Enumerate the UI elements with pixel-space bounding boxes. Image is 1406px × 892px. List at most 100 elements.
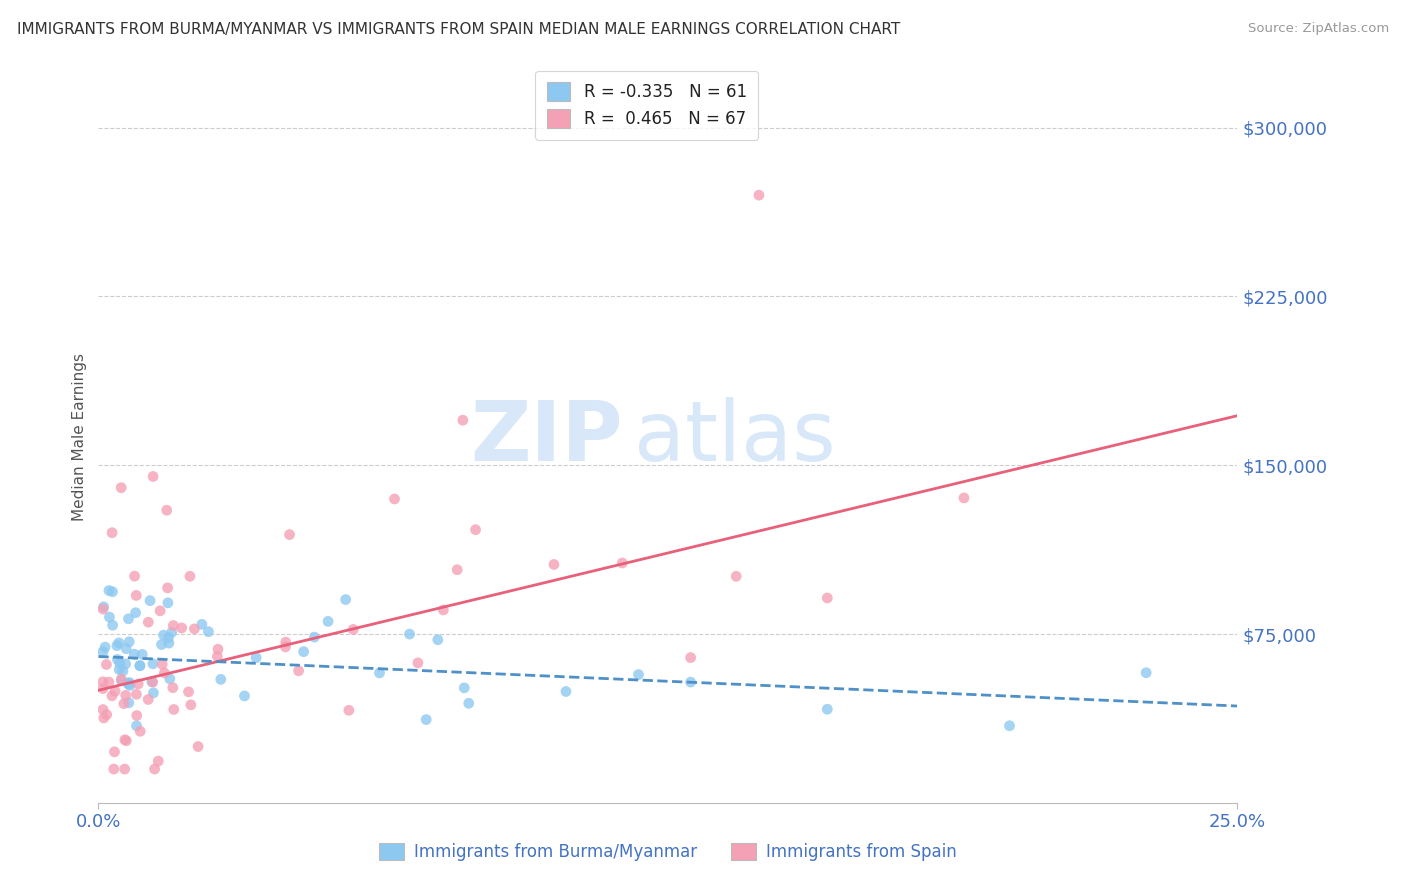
Point <box>150 657 173 672</box>
Point <box>398 627 420 641</box>
Point <box>183 622 205 636</box>
Point <box>157 631 180 645</box>
Point <box>432 603 454 617</box>
Point <box>464 523 486 537</box>
Point <box>156 503 179 517</box>
Point <box>337 703 360 717</box>
Point <box>111 664 134 678</box>
Point <box>91 645 114 659</box>
Point <box>143 762 166 776</box>
Point <box>107 652 129 666</box>
Point <box>115 641 138 656</box>
Point <box>98 583 121 598</box>
Point <box>114 689 136 703</box>
Point <box>91 602 114 616</box>
Point <box>815 591 838 605</box>
Point <box>335 592 357 607</box>
Point <box>124 606 146 620</box>
Point <box>101 689 124 703</box>
Point <box>118 634 141 648</box>
Point <box>103 762 125 776</box>
Point <box>160 625 183 640</box>
Point <box>148 754 170 768</box>
Point <box>142 469 165 483</box>
Point <box>142 657 165 671</box>
Point <box>122 647 145 661</box>
Point <box>953 491 976 505</box>
Point <box>127 677 149 691</box>
Point <box>125 708 148 723</box>
Point <box>725 569 748 583</box>
Point <box>97 675 120 690</box>
Point <box>342 623 364 637</box>
Point <box>453 681 475 695</box>
Point <box>118 696 141 710</box>
Point <box>91 674 114 689</box>
Point <box>177 685 200 699</box>
Point <box>162 618 184 632</box>
Point <box>415 713 437 727</box>
Point <box>384 491 406 506</box>
Point <box>1135 665 1157 680</box>
Point <box>101 584 124 599</box>
Point <box>115 733 138 747</box>
Point <box>815 702 838 716</box>
Point <box>150 638 173 652</box>
Point <box>679 675 702 690</box>
Point <box>149 604 172 618</box>
Point <box>197 624 219 639</box>
Point <box>139 593 162 607</box>
Point <box>110 673 132 688</box>
Point <box>159 672 181 686</box>
Point <box>162 681 184 695</box>
Point <box>627 667 650 681</box>
Point <box>278 527 301 541</box>
Point <box>110 672 132 686</box>
Point <box>187 739 209 754</box>
Point <box>101 525 124 540</box>
Point <box>153 665 176 680</box>
Point <box>142 675 165 690</box>
Point <box>105 639 128 653</box>
Point <box>426 632 449 647</box>
Legend: Immigrants from Burma/Myanmar, Immigrants from Spain: Immigrants from Burma/Myanmar, Immigrant… <box>373 836 963 868</box>
Point <box>136 615 159 629</box>
Point <box>368 665 391 680</box>
Point <box>156 581 179 595</box>
Point <box>316 615 339 629</box>
Point <box>612 556 634 570</box>
Point <box>114 732 136 747</box>
Point <box>543 558 565 572</box>
Point <box>128 658 150 673</box>
Point <box>125 719 148 733</box>
Point <box>679 650 702 665</box>
Point <box>163 702 186 716</box>
Point <box>136 692 159 706</box>
Y-axis label: Median Male Earnings: Median Male Earnings <box>72 353 87 521</box>
Point <box>96 707 118 722</box>
Point <box>274 640 297 654</box>
Point <box>209 673 232 687</box>
Point <box>91 702 114 716</box>
Point <box>94 640 117 654</box>
Point <box>748 188 770 202</box>
Point <box>103 745 125 759</box>
Point <box>180 698 202 712</box>
Point <box>125 589 148 603</box>
Point <box>124 569 146 583</box>
Point <box>108 663 131 677</box>
Point <box>110 481 132 495</box>
Point <box>287 664 309 678</box>
Point <box>152 628 174 642</box>
Point <box>114 657 136 671</box>
Text: IMMIGRANTS FROM BURMA/MYANMAR VS IMMIGRANTS FROM SPAIN MEDIAN MALE EARNINGS CORR: IMMIGRANTS FROM BURMA/MYANMAR VS IMMIGRA… <box>17 22 900 37</box>
Point <box>125 687 148 701</box>
Point <box>98 610 121 624</box>
Point <box>451 413 474 427</box>
Point <box>274 635 297 649</box>
Point <box>998 719 1021 733</box>
Point <box>141 674 163 689</box>
Point <box>96 657 118 672</box>
Text: atlas: atlas <box>634 397 835 477</box>
Point <box>245 650 267 665</box>
